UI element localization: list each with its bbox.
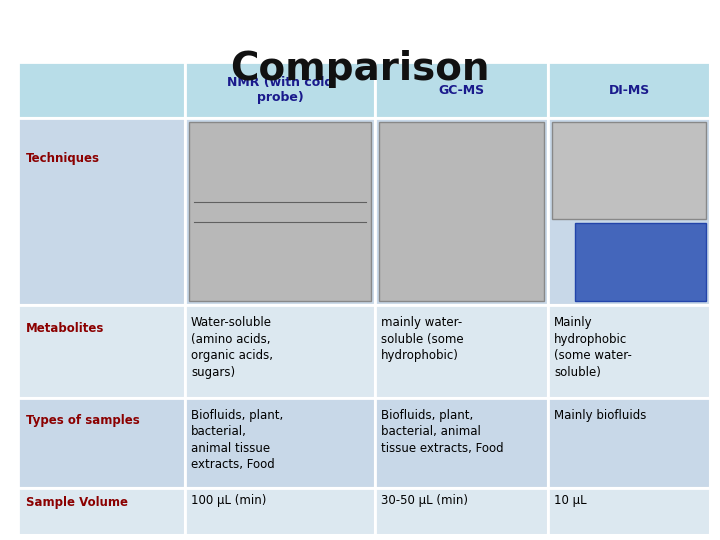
Bar — [375, 118, 548, 305]
Text: GC-MS: GC-MS — [438, 84, 485, 97]
Text: 10 μL: 10 μL — [554, 494, 587, 507]
Bar — [552, 122, 706, 219]
Bar — [548, 488, 710, 535]
Text: mainly water-
soluble (some
hydrophobic): mainly water- soluble (some hydrophobic) — [381, 316, 464, 362]
Bar — [18, 62, 185, 118]
Bar — [379, 122, 544, 301]
Text: Comparison: Comparison — [230, 50, 490, 88]
Bar — [18, 398, 185, 488]
Text: Mainly biofluids: Mainly biofluids — [554, 409, 647, 422]
Bar — [185, 398, 375, 488]
Text: NMR (with cold
probe): NMR (with cold probe) — [227, 76, 333, 104]
Bar — [18, 488, 185, 535]
Bar — [185, 488, 375, 535]
Text: Biofluids, plant,
bacterial,
animal tissue
extracts, Food: Biofluids, plant, bacterial, animal tiss… — [191, 409, 283, 471]
Text: Types of samples: Types of samples — [26, 414, 140, 427]
Bar — [375, 488, 548, 535]
Bar — [575, 223, 706, 301]
Bar — [189, 122, 371, 301]
Bar — [185, 305, 375, 398]
Bar — [185, 118, 375, 305]
Text: Metabolites: Metabolites — [26, 322, 104, 335]
Bar — [548, 305, 710, 398]
Bar — [375, 62, 548, 118]
Bar — [548, 398, 710, 488]
Bar — [375, 305, 548, 398]
Text: 100 μL (min): 100 μL (min) — [191, 494, 266, 507]
Bar — [375, 398, 548, 488]
Text: Mainly
hydrophobic
(some water-
soluble): Mainly hydrophobic (some water- soluble) — [554, 316, 632, 379]
Text: 30-50 μL (min): 30-50 μL (min) — [381, 494, 468, 507]
Bar — [18, 305, 185, 398]
Text: Biofluids, plant,
bacterial, animal
tissue extracts, Food: Biofluids, plant, bacterial, animal tiss… — [381, 409, 503, 455]
Text: Techniques: Techniques — [26, 152, 100, 165]
Text: Sample Volume: Sample Volume — [26, 496, 128, 509]
Text: DI-MS: DI-MS — [608, 84, 649, 97]
Bar — [185, 62, 375, 118]
Bar — [548, 62, 710, 118]
Bar — [18, 118, 185, 305]
Text: Water-soluble
(amino acids,
organic acids,
sugars): Water-soluble (amino acids, organic acid… — [191, 316, 273, 379]
Bar — [548, 118, 710, 305]
